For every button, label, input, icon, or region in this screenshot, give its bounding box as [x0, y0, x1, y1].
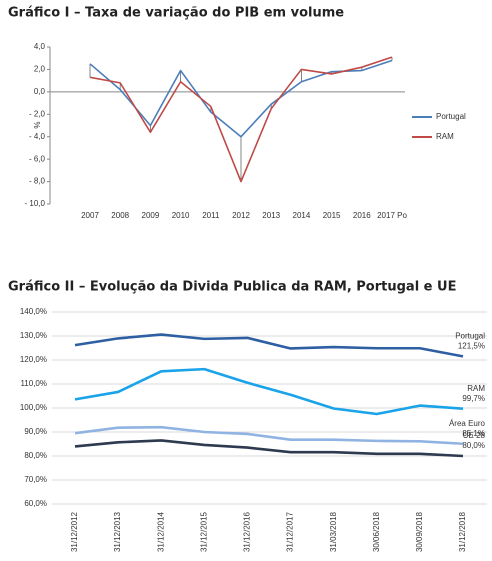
value-label: 80,0% — [462, 441, 485, 450]
x-tick-label: 2016 — [353, 211, 371, 220]
series-line — [74, 333, 464, 358]
y-tick-label: 80,0% — [24, 451, 47, 460]
x-tick-label: 31/12/2015 — [199, 511, 208, 552]
series-line — [89, 59, 393, 138]
series-line — [74, 439, 464, 458]
y-tick-label: 120,0% — [20, 355, 47, 364]
x-tick-label: 2009 — [142, 211, 160, 220]
y-tick-label: 100,0% — [20, 403, 47, 412]
y-tick-label: 70,0% — [24, 475, 47, 484]
series-line — [89, 56, 393, 183]
x-tick-label: 30/06/2018 — [372, 511, 381, 552]
chart-title: Gráfico I – Taxa de variação do PIB em v… — [8, 6, 344, 21]
y-tick-label: - 10,0 — [25, 199, 46, 208]
y-tick-label: 130,0% — [20, 331, 47, 340]
x-tick-label: 31/12/2017 — [286, 511, 295, 552]
y-tick-label: 60,0% — [24, 499, 47, 508]
y-tick-label: - 8,0 — [29, 177, 46, 186]
x-tick-label: 2014 — [293, 211, 311, 220]
series-name: UE 28 — [463, 431, 486, 440]
y-tick-label: 2,0 — [34, 65, 46, 74]
y-tick-label: - 4,0 — [29, 132, 46, 141]
y-tick-label: 4,0 — [34, 42, 46, 51]
x-tick-label: 31/12/2013 — [113, 511, 122, 552]
x-tick-label: 2007 — [81, 211, 99, 220]
value-label: 85,1% — [462, 429, 485, 438]
x-tick-label: 2015 — [323, 211, 341, 220]
y-tick-label: 140,0% — [20, 307, 47, 316]
y-tick-label: - 2,0 — [29, 109, 46, 118]
legend-label: Portugal — [436, 112, 466, 121]
x-tick-label: 2010 — [172, 211, 190, 220]
x-tick-label: 2011 — [202, 211, 220, 220]
chart-title: Gráfico II – Evolução da Divida Publica … — [8, 280, 456, 295]
x-tick-label: 2013 — [262, 211, 280, 220]
value-label: 99,7% — [462, 394, 485, 403]
y-tick-label: - 6,0 — [29, 154, 46, 163]
value-label: 121,5% — [458, 342, 485, 351]
series-name: RAM — [467, 384, 485, 393]
series-line — [74, 367, 464, 416]
x-tick-label: 31/12/2014 — [156, 511, 165, 552]
x-tick-label: 31/03/2018 — [329, 511, 338, 552]
legend-label: RAM — [436, 132, 454, 141]
y-tick-label: 90,0% — [24, 427, 47, 436]
x-tick-label: 2012 — [232, 211, 250, 220]
series-line — [74, 425, 464, 446]
x-tick-label: 30/09/2018 — [415, 511, 424, 552]
series-name: Área Euro — [449, 419, 486, 428]
series-name: Portugal — [455, 332, 485, 341]
y-tick-label: 0,0 — [34, 87, 46, 96]
x-tick-label: 31/12/2012 — [70, 511, 79, 552]
x-tick-label: 31/12/2018 — [458, 511, 467, 552]
y-axis-label: % — [33, 121, 42, 128]
x-tick-label: 2008 — [111, 211, 129, 220]
x-tick-label: 31/12/2016 — [243, 511, 252, 552]
y-tick-label: 110,0% — [20, 379, 47, 388]
x-tick-label: 2017 Po — [377, 211, 407, 220]
